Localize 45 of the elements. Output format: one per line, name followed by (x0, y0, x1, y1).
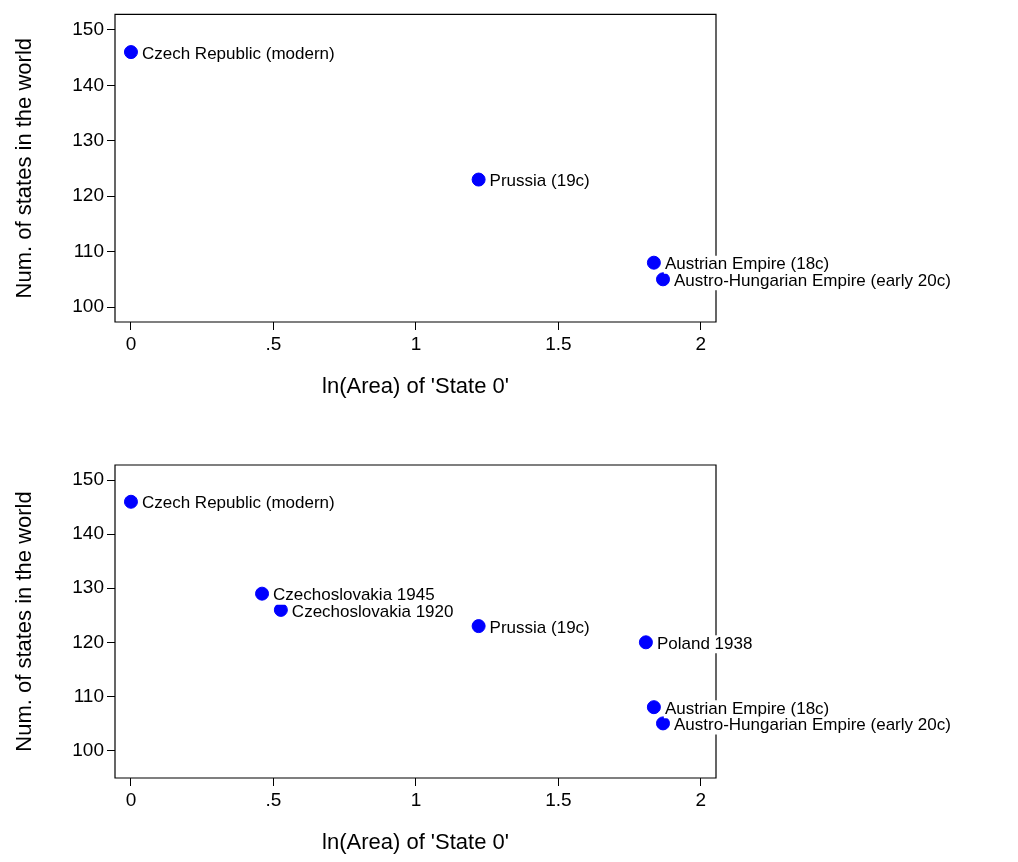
y-tick-label: 110 (73, 684, 104, 706)
x-axis-title: ln(Area) of 'State 0' (322, 372, 509, 398)
point (123, 494, 138, 509)
annotation: Poland 1938 (656, 634, 753, 653)
annotation: Czechoslovakia 1945 (273, 585, 435, 605)
x-tick-label: 2 (695, 788, 707, 810)
point (656, 716, 670, 731)
y-tick-label: 110 (73, 239, 104, 261)
y-tick-label: 100 (72, 295, 104, 317)
y-tick-label: 140 (72, 522, 104, 544)
x-tick-label: 0 (125, 332, 137, 354)
annotation: Czech Republic (modern) (141, 43, 335, 63)
y-tick-label: 120 (72, 184, 104, 206)
y-tick-label: 120 (72, 630, 104, 652)
point (638, 635, 653, 650)
x-tick-label: 1.5 (545, 788, 572, 810)
x-tick-label: .5 (265, 332, 282, 354)
y-axis-title: Num. of states in the world (11, 491, 37, 752)
y-tick-label: 140 (72, 73, 104, 95)
point (471, 172, 486, 187)
y-tick-label: 130 (72, 129, 104, 150)
y-axis-title: Num. of states in the world (11, 37, 37, 299)
annotation: Czech Republic (modern) (141, 493, 335, 513)
point (646, 700, 661, 715)
point (255, 586, 270, 601)
y-tick-label: 130 (72, 576, 104, 598)
point (471, 619, 486, 634)
y-tick-label: 150 (72, 18, 104, 40)
x-tick-label: 2 (695, 332, 707, 354)
y-tick-label: 150 (72, 468, 104, 490)
x-tick-label: 1 (410, 332, 422, 354)
x-tick-label: 1 (410, 788, 422, 810)
y-tick-label: 100 (72, 738, 104, 760)
annotation: Austrian Empire (18c) (664, 698, 830, 718)
point (646, 255, 661, 270)
point (123, 45, 138, 60)
x-axis-title: ln(Area) of 'State 0' (322, 828, 509, 854)
point (656, 272, 670, 287)
annotation: Prussia (19c) (489, 617, 590, 637)
x-tick-label: 0 (125, 788, 137, 810)
x-tick-label: 1.5 (545, 332, 572, 354)
annotation: Prussia (19c) (489, 171, 590, 191)
annotation: Austrian Empire (18c) (664, 254, 830, 274)
x-tick-label: .5 (265, 788, 282, 810)
annotation: Austro-Hungarian Empire (early 20c) (674, 271, 951, 291)
